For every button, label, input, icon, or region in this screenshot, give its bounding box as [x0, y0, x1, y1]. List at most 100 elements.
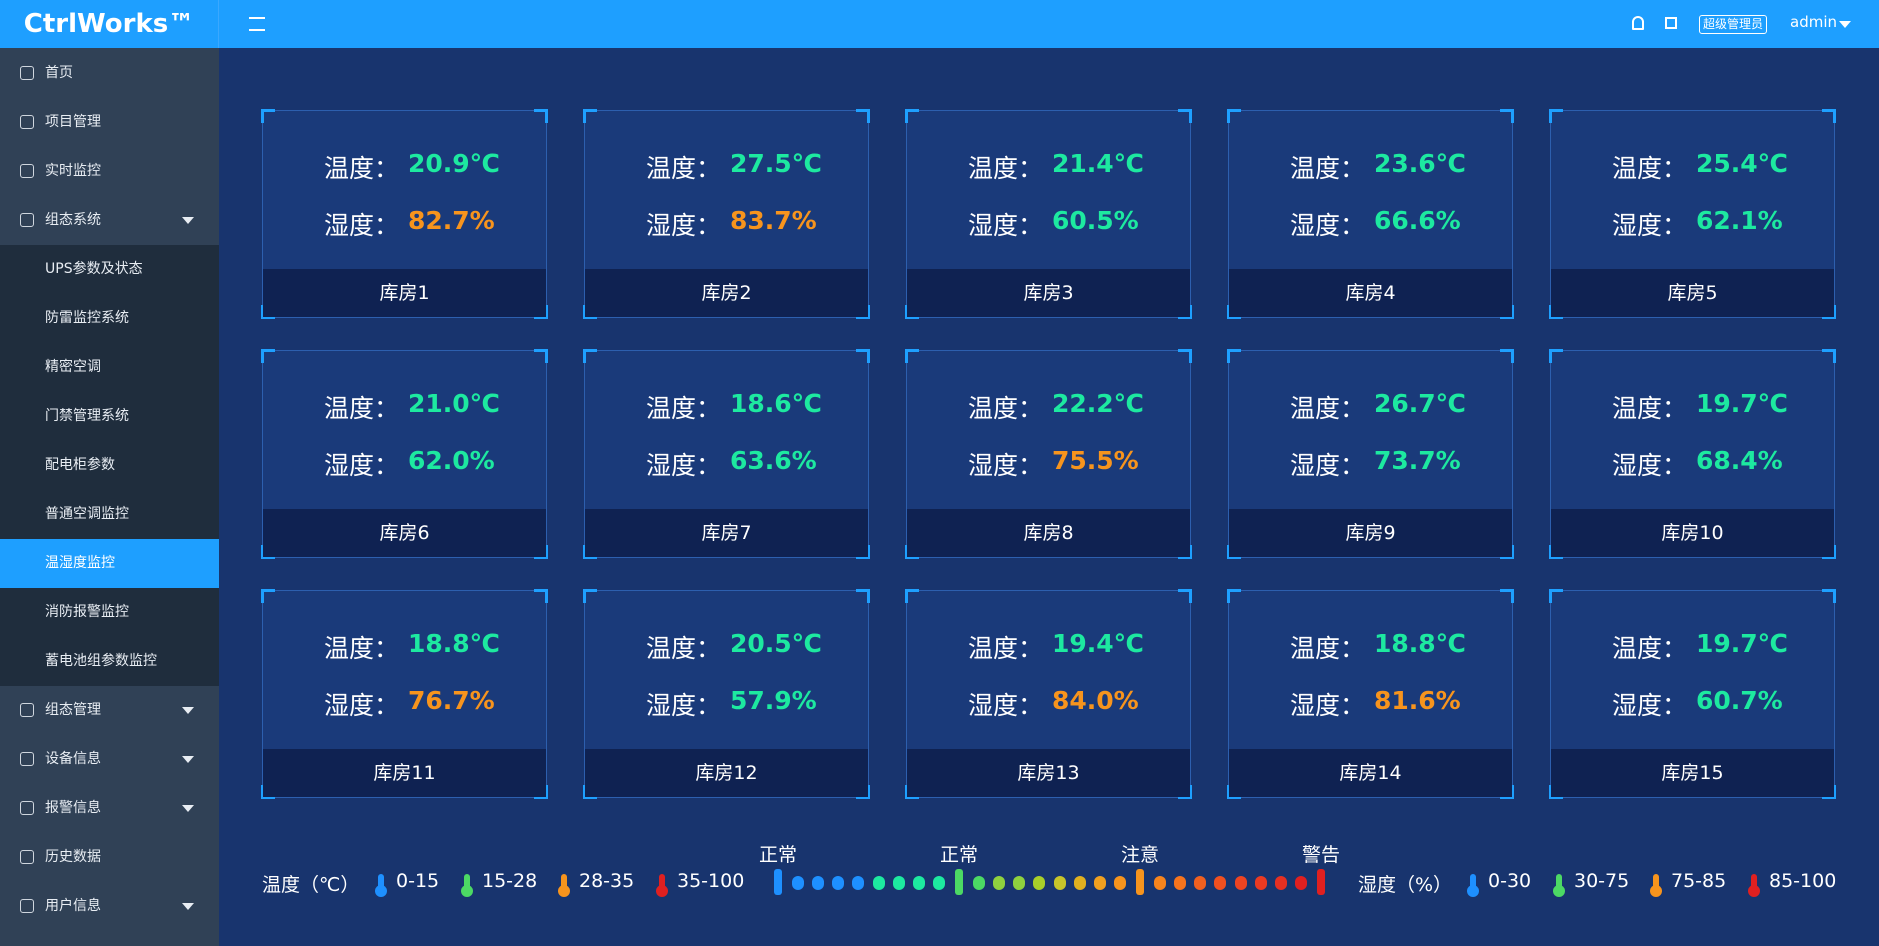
bell-icon[interactable] — [1632, 16, 1644, 30]
thermo-icon — [1470, 874, 1476, 890]
menu-icon — [20, 164, 34, 178]
hum-label: 湿度： — [646, 451, 722, 480]
room-name: 库房4 — [1229, 269, 1512, 317]
thermo-icon — [659, 874, 665, 890]
hum-value: 62.1% — [1696, 206, 1783, 235]
submenu-item[interactable]: 温湿度监控 — [0, 539, 219, 588]
legend-item: 0-15 — [396, 870, 440, 892]
temp-label: 温度： — [1290, 154, 1366, 183]
submenu-item[interactable]: 门禁管理系统 — [0, 392, 219, 441]
hum-value: 84.0% — [1052, 686, 1139, 715]
scale-dot — [1174, 876, 1187, 890]
corner — [1500, 589, 1514, 603]
menu-item[interactable]: 设备信息 — [0, 735, 219, 784]
submenu-item[interactable]: 配电柜参数 — [0, 441, 219, 490]
thermo-bulb — [375, 885, 387, 897]
menu-item[interactable]: 历史数据 — [0, 833, 219, 882]
room-card[interactable]: 温度： 20.9℃ 湿度： 82.7% 库房1 — [261, 109, 548, 319]
corner — [856, 545, 870, 559]
corner — [583, 305, 597, 319]
room-card[interactable]: 温度： 26.7℃ 湿度： 73.7% 库房9 — [1227, 349, 1514, 559]
submenu-item[interactable]: 普通空调监控 — [0, 490, 219, 539]
room-name: 库房7 — [585, 509, 868, 557]
corner — [905, 305, 919, 319]
corner — [905, 589, 919, 603]
corner — [905, 349, 919, 363]
temp-label: 温度： — [1612, 154, 1688, 183]
room-card[interactable]: 温度： 18.8℃ 湿度： 81.6% 库房14 — [1227, 589, 1514, 799]
temp-value: 18.6℃ — [730, 389, 822, 418]
temp-value: 21.4℃ — [1052, 149, 1144, 178]
room-card[interactable]: 温度： 21.0℃ 湿度： 62.0% 库房6 — [261, 349, 548, 559]
scale-dot — [1254, 876, 1267, 890]
user-name[interactable]: admin — [1790, 13, 1837, 31]
corner — [1227, 545, 1241, 559]
menu-item[interactable]: 组态管理 — [0, 686, 219, 735]
legend-item: 15-28 — [482, 870, 538, 892]
room-card[interactable]: 温度： 19.7℃ 湿度： 60.7% 库房15 — [1549, 589, 1836, 799]
user-caret[interactable] — [1839, 21, 1851, 28]
room-card[interactable]: 温度： 27.5℃ 湿度： 83.7% 库房2 — [583, 109, 870, 319]
menu-toggle[interactable] — [249, 17, 265, 31]
temp-value: 20.9℃ — [408, 149, 500, 178]
room-card[interactable]: 温度： 25.4℃ 湿度： 62.1% 库房5 — [1549, 109, 1836, 319]
submenu-item[interactable]: 防雷监控系统 — [0, 294, 219, 343]
room-card[interactable]: 温度： 21.4℃ 湿度： 60.5% 库房3 — [905, 109, 1192, 319]
scale-dot — [1214, 876, 1227, 890]
menu-item[interactable]: 报警信息 — [0, 784, 219, 833]
submenu-item[interactable]: UPS参数及状态 — [0, 245, 219, 294]
submenu-item[interactable]: 消防报警监控 — [0, 588, 219, 637]
thermo-icon — [1556, 874, 1562, 890]
menu-item[interactable]: 项目管理 — [0, 98, 219, 147]
room-card[interactable]: 温度： 22.2℃ 湿度： 75.5% 库房8 — [905, 349, 1192, 559]
legend-item: 35-100 — [677, 870, 745, 892]
room-card[interactable]: 温度： 18.6℃ 湿度： 63.6% 库房7 — [583, 349, 870, 559]
hum-label: 湿度： — [1290, 211, 1366, 240]
menu-item[interactable]: 用户信息 — [0, 882, 219, 931]
room-card[interactable]: 温度： 19.4℃ 湿度： 84.0% 库房13 — [905, 589, 1192, 799]
corner — [261, 305, 275, 319]
corner — [583, 785, 597, 799]
menu-icon — [20, 66, 34, 80]
room-card[interactable]: 温度： 18.8℃ 湿度： 76.7% 库房11 — [261, 589, 548, 799]
thermo-icon — [464, 874, 470, 890]
corner — [261, 109, 275, 123]
corner — [1178, 785, 1192, 799]
corner — [1500, 109, 1514, 123]
submenu-item[interactable]: 精密空调 — [0, 343, 219, 392]
scale-dot — [872, 876, 885, 890]
temp-value: 23.6℃ — [1374, 149, 1466, 178]
menu-icon — [20, 899, 34, 913]
logo[interactable]: CtrlWorks™ — [0, 0, 219, 48]
temp-value: 27.5℃ — [730, 149, 822, 178]
fullscreen-icon[interactable] — [1665, 17, 1677, 29]
scale-dot — [993, 876, 1006, 890]
thermo-bulb — [1748, 885, 1760, 897]
scale-dot — [832, 876, 845, 890]
corner — [1178, 109, 1192, 123]
scale-dot — [1053, 876, 1066, 890]
room-card[interactable]: 温度： 23.6℃ 湿度： 66.6% 库房4 — [1227, 109, 1514, 319]
corner — [583, 109, 597, 123]
hum-value: 60.5% — [1052, 206, 1139, 235]
room-card[interactable]: 温度： 20.5℃ 湿度： 57.9% 库房12 — [583, 589, 870, 799]
scale-dot — [1113, 876, 1126, 890]
scale-dot — [892, 876, 905, 890]
menu-item[interactable]: 首页 — [0, 49, 219, 98]
temp-label: 温度： — [1612, 634, 1688, 663]
submenu-item[interactable]: 蓄电池组参数监控 — [0, 637, 219, 686]
scale-dot — [1234, 876, 1247, 890]
thermo-icon — [1751, 874, 1757, 890]
temp-value: 18.8℃ — [1374, 629, 1466, 658]
hum-label: 湿度： — [968, 691, 1044, 720]
legend-item: 85-100 — [1769, 870, 1837, 892]
legend-item: 75-85 — [1671, 870, 1727, 892]
room-name: 库房14 — [1229, 749, 1512, 797]
temp-value: 18.8℃ — [408, 629, 500, 658]
room-card[interactable]: 温度： 19.7℃ 湿度： 68.4% 库房10 — [1549, 349, 1836, 559]
scale-dot — [1136, 869, 1144, 895]
scale-dot — [955, 869, 963, 895]
corner — [261, 349, 275, 363]
menu-item[interactable]: 实时监控 — [0, 147, 219, 196]
menu-item[interactable]: 组态系统 — [0, 196, 219, 245]
